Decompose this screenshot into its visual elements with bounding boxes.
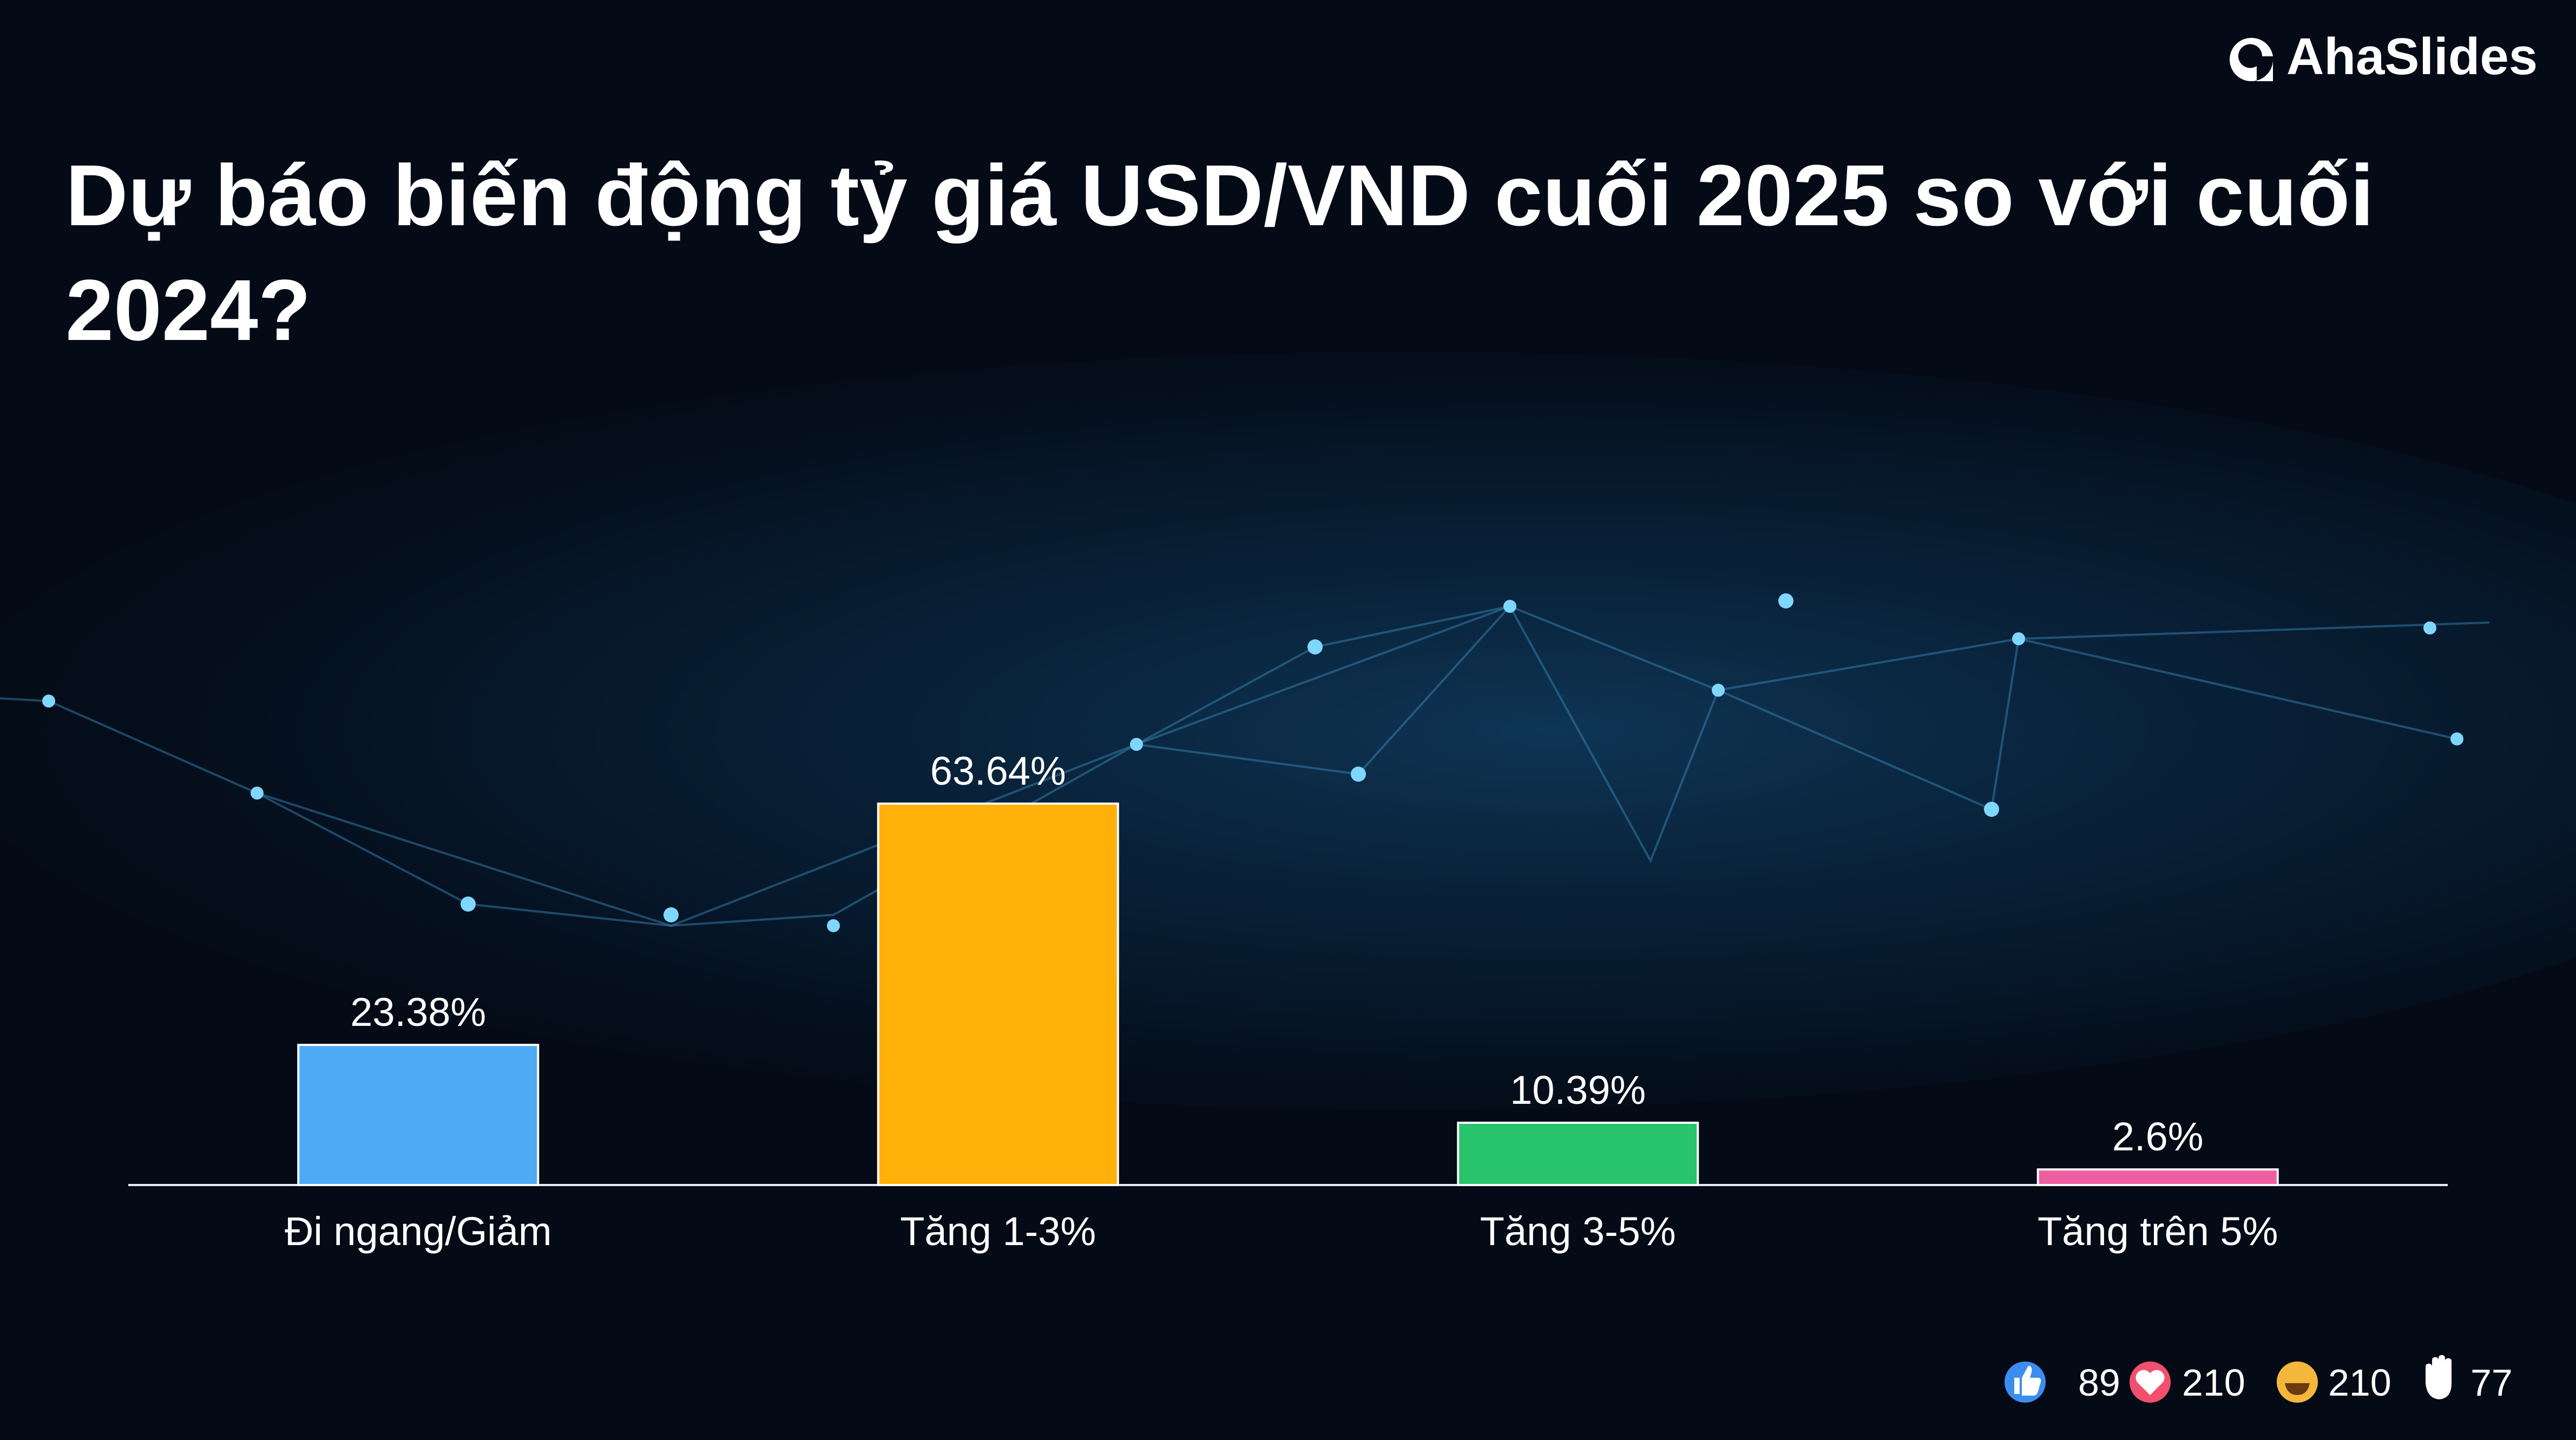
laugh-icon: [2277, 1362, 2318, 1403]
value-label: 2.6%: [2112, 1114, 2204, 1159]
brand-logo: [2230, 37, 2273, 81]
category-label: Tăng trên 5%: [2038, 1209, 2278, 1254]
reaction-count: 89: [2078, 1362, 2120, 1404]
value-label: 63.64%: [930, 749, 1066, 794]
bar: [297, 1044, 540, 1186]
slide-title: Dự báo biến động tỷ giá USD/VND cuối 202…: [65, 147, 2374, 358]
category-label: Tăng 1-3%: [900, 1209, 1096, 1254]
like-glyph: [2014, 1366, 2041, 1396]
bar: [1457, 1121, 1699, 1186]
reaction-count: 210: [2328, 1362, 2391, 1404]
category-label: Tăng 3-5%: [1480, 1209, 1676, 1254]
value-label: 23.38%: [350, 990, 486, 1035]
heart-glyph: [2135, 1370, 2165, 1395]
brand-name: AhaSlides: [2286, 28, 2538, 86]
bar: [2036, 1168, 2279, 1187]
hand-icon: [2426, 1355, 2452, 1399]
reaction-count: 77: [2470, 1362, 2513, 1404]
reactions-bar: [2005, 1355, 2452, 1403]
bar: [877, 802, 1119, 1187]
category-label: Đi ngang/Giảm: [285, 1209, 552, 1254]
reaction-count: 210: [2182, 1362, 2245, 1404]
network-nodes: [42, 593, 2463, 932]
value-label: 10.39%: [1510, 1068, 1646, 1112]
background-glow: [0, 352, 2576, 1110]
laugh-glyph: [2285, 1383, 2310, 1395]
